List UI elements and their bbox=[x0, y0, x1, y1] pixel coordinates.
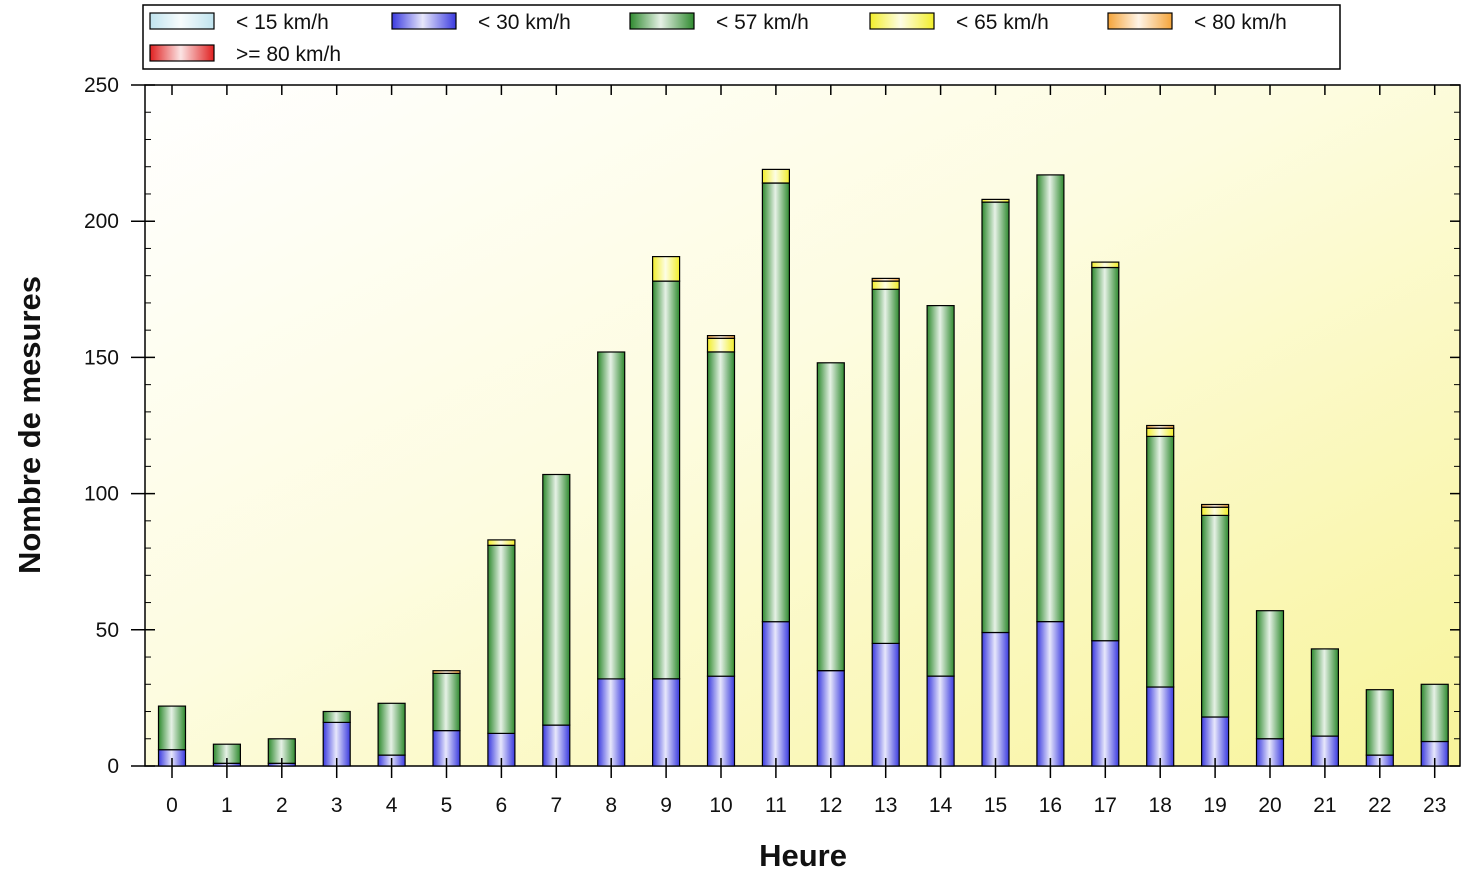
bar-segment-8-series-2 bbox=[597, 351, 626, 680]
bar-segment-5-series-4 bbox=[432, 670, 461, 675]
bar-segment-13-series-2 bbox=[871, 288, 900, 644]
bar-segment-10-series-4 bbox=[706, 335, 736, 339]
x-tick-label: 17 bbox=[1094, 794, 1117, 817]
bar-segment-11-series-1 bbox=[761, 620, 791, 767]
x-tick-label: 2 bbox=[276, 794, 288, 817]
y-tick-label: 250 bbox=[84, 74, 119, 97]
y-axis-title: Nombre de mesures bbox=[12, 276, 47, 574]
bar-segment-19-series-3 bbox=[1200, 506, 1230, 517]
bar-segment-6-series-2 bbox=[487, 544, 516, 735]
bar-segment-3-series-2 bbox=[322, 710, 351, 723]
x-tick-label: 7 bbox=[550, 794, 562, 817]
bar-segment-9-series-3 bbox=[651, 256, 681, 282]
x-tick-label: 3 bbox=[331, 794, 343, 817]
x-tick-label: 4 bbox=[386, 794, 398, 817]
plot-area bbox=[144, 84, 1461, 767]
bar-segment-13-series-1 bbox=[871, 642, 900, 767]
bar-segment-7-series-2 bbox=[542, 473, 571, 726]
legend-swatch bbox=[1107, 12, 1173, 30]
y-tick-label: 200 bbox=[84, 210, 119, 233]
y-tick-label: 50 bbox=[96, 619, 119, 642]
bar-segment-5-series-2 bbox=[432, 672, 461, 732]
bar-segment-15-series-3 bbox=[981, 198, 1010, 203]
bar-segment-17-series-1 bbox=[1091, 640, 1120, 767]
bar-segment-19-series-4 bbox=[1200, 503, 1230, 508]
x-tick-label: 5 bbox=[441, 794, 453, 817]
y-tick-label: 0 bbox=[107, 755, 119, 778]
legend-swatch bbox=[391, 12, 457, 30]
bar-segment-13-series-4 bbox=[871, 277, 900, 282]
legend-label: >= 80 km/h bbox=[236, 43, 341, 66]
x-tick-label: 15 bbox=[984, 794, 1007, 817]
bar-segment-19-series-1 bbox=[1200, 716, 1230, 767]
legend-swatch bbox=[149, 44, 215, 62]
bar-segment-0-series-2 bbox=[157, 705, 187, 751]
bar-segment-12-series-1 bbox=[816, 670, 845, 767]
bar-segment-11-series-2 bbox=[761, 182, 791, 623]
bar-segment-8-series-1 bbox=[597, 678, 626, 767]
bar-segment-11-series-3 bbox=[761, 168, 791, 184]
x-tick-label: 14 bbox=[929, 794, 953, 817]
bar-segment-15-series-2 bbox=[981, 201, 1010, 634]
x-axis-title: Heure bbox=[759, 838, 847, 873]
x-tick-label: 23 bbox=[1423, 794, 1446, 817]
y-tick-label: 150 bbox=[84, 346, 119, 369]
bar-segment-10-series-2 bbox=[706, 351, 736, 677]
bar-segment-21-series-2 bbox=[1310, 648, 1340, 737]
x-tick-label: 0 bbox=[166, 794, 178, 817]
x-tick-label: 12 bbox=[819, 794, 842, 817]
bar-segment-17-series-3 bbox=[1091, 261, 1120, 269]
x-tick-label: 10 bbox=[709, 794, 732, 817]
bar-segment-14-series-1 bbox=[926, 675, 955, 767]
legend-label: < 80 km/h bbox=[1194, 11, 1287, 34]
bar-segment-10-series-1 bbox=[706, 675, 736, 767]
legend-swatch bbox=[629, 12, 695, 30]
bar-segment-4-series-2 bbox=[377, 702, 406, 756]
x-tick-label: 18 bbox=[1149, 794, 1172, 817]
legend: < 15 km/h < 30 km/h < 57 km/h < 65 km/h < 80… bbox=[142, 4, 1341, 70]
y-tick-label: 100 bbox=[84, 483, 119, 506]
x-tick-label: 20 bbox=[1258, 794, 1281, 817]
legend-label: < 30 km/h bbox=[478, 11, 571, 34]
bar-segment-18-series-1 bbox=[1146, 686, 1175, 767]
x-tick-label: 11 bbox=[765, 794, 787, 817]
bar-segment-9-series-1 bbox=[651, 678, 681, 767]
x-tick-label: 1 bbox=[221, 794, 233, 817]
legend-label: < 15 km/h bbox=[236, 11, 329, 34]
bars-layer bbox=[157, 168, 1449, 767]
bar-segment-18-series-3 bbox=[1146, 427, 1175, 438]
x-tick-label: 19 bbox=[1203, 794, 1226, 817]
bar-segment-22-series-2 bbox=[1365, 689, 1394, 756]
bar-segment-17-series-2 bbox=[1091, 266, 1120, 642]
bar-segment-15-series-1 bbox=[981, 631, 1010, 767]
bar-segment-19-series-2 bbox=[1200, 514, 1230, 718]
legend-label: < 57 km/h bbox=[716, 11, 809, 34]
bar-segment-16-series-1 bbox=[1036, 620, 1065, 767]
x-tick-label: 16 bbox=[1039, 794, 1062, 817]
bar-segment-18-series-2 bbox=[1146, 435, 1175, 688]
legend-label: < 65 km/h bbox=[956, 11, 1049, 34]
bar-segment-6-series-3 bbox=[487, 539, 516, 546]
bar-segment-18-series-4 bbox=[1146, 424, 1175, 429]
bar-segment-10-series-3 bbox=[706, 337, 736, 353]
bar-segment-14-series-2 bbox=[926, 305, 955, 677]
bar-segment-12-series-2 bbox=[816, 362, 845, 672]
bar-segment-23-series-2 bbox=[1420, 683, 1449, 743]
bar-segment-20-series-2 bbox=[1255, 610, 1285, 740]
bar-segment-13-series-3 bbox=[871, 280, 900, 290]
x-tick-label: 6 bbox=[496, 794, 508, 817]
bar-segment-9-series-2 bbox=[651, 280, 681, 680]
legend-swatch bbox=[869, 12, 935, 30]
legend-swatch bbox=[149, 12, 215, 30]
x-tick-label: 13 bbox=[874, 794, 897, 817]
bar-segment-16-series-2 bbox=[1036, 174, 1065, 623]
x-tick-label: 21 bbox=[1313, 794, 1336, 817]
x-tick-label: 9 bbox=[660, 794, 672, 817]
x-tick-label: 8 bbox=[605, 794, 617, 817]
x-tick-label: 22 bbox=[1368, 794, 1391, 817]
